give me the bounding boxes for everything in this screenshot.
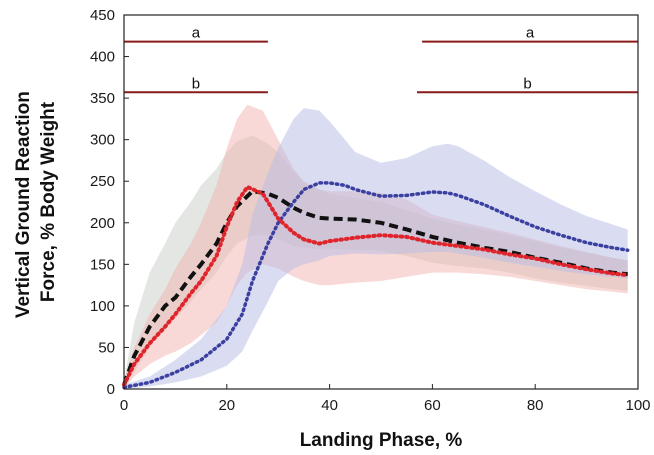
y-axis-title-line-2: Force, % Body Weight	[38, 101, 59, 302]
y-tick-label: 350	[90, 90, 115, 107]
y-tick-label: 250	[90, 173, 115, 190]
significance-label-b-2: b	[523, 75, 531, 92]
plot-frame	[123, 14, 639, 390]
series-lines	[122, 181, 630, 390]
x-axis-title: Landing Phase, %	[300, 430, 463, 451]
axis-ticks: 0 20 40 60 80 100 0 50 100 150 200 250 300 350 400 450	[90, 7, 651, 414]
x-tick-label: 60	[424, 397, 441, 414]
series-blue-dotted	[122, 181, 630, 390]
x-tick-label: 0	[120, 397, 128, 414]
significance-label-b-1: b	[192, 75, 200, 92]
significance-bars: a a b b	[124, 25, 638, 94]
significance-label-a-1: a	[192, 25, 201, 42]
y-tick-label: 0	[107, 381, 115, 398]
y-tick-label: 400	[90, 49, 115, 66]
band-blue	[124, 108, 628, 389]
y-tick-label: 100	[90, 298, 115, 315]
y-tick-label: 300	[90, 132, 115, 149]
y-tick-label: 50	[98, 339, 115, 356]
series-black-dashed	[122, 189, 628, 386]
y-tick-label: 450	[90, 7, 115, 24]
y-axis-title: Vertical Ground Reaction Force, % Body W…	[13, 86, 59, 318]
series-red-dotted	[122, 185, 630, 387]
confidence-bands	[124, 104, 628, 390]
y-tick-label: 200	[90, 215, 115, 232]
x-tick-label: 20	[218, 397, 235, 414]
x-tick-label: 80	[527, 397, 544, 414]
y-tick-label: 150	[90, 256, 115, 273]
significance-label-a-2: a	[526, 25, 535, 42]
x-tick-label: 40	[321, 397, 338, 414]
x-tick-label: 100	[625, 397, 650, 414]
y-axis-title-line-1: Vertical Ground Reaction	[13, 91, 34, 318]
